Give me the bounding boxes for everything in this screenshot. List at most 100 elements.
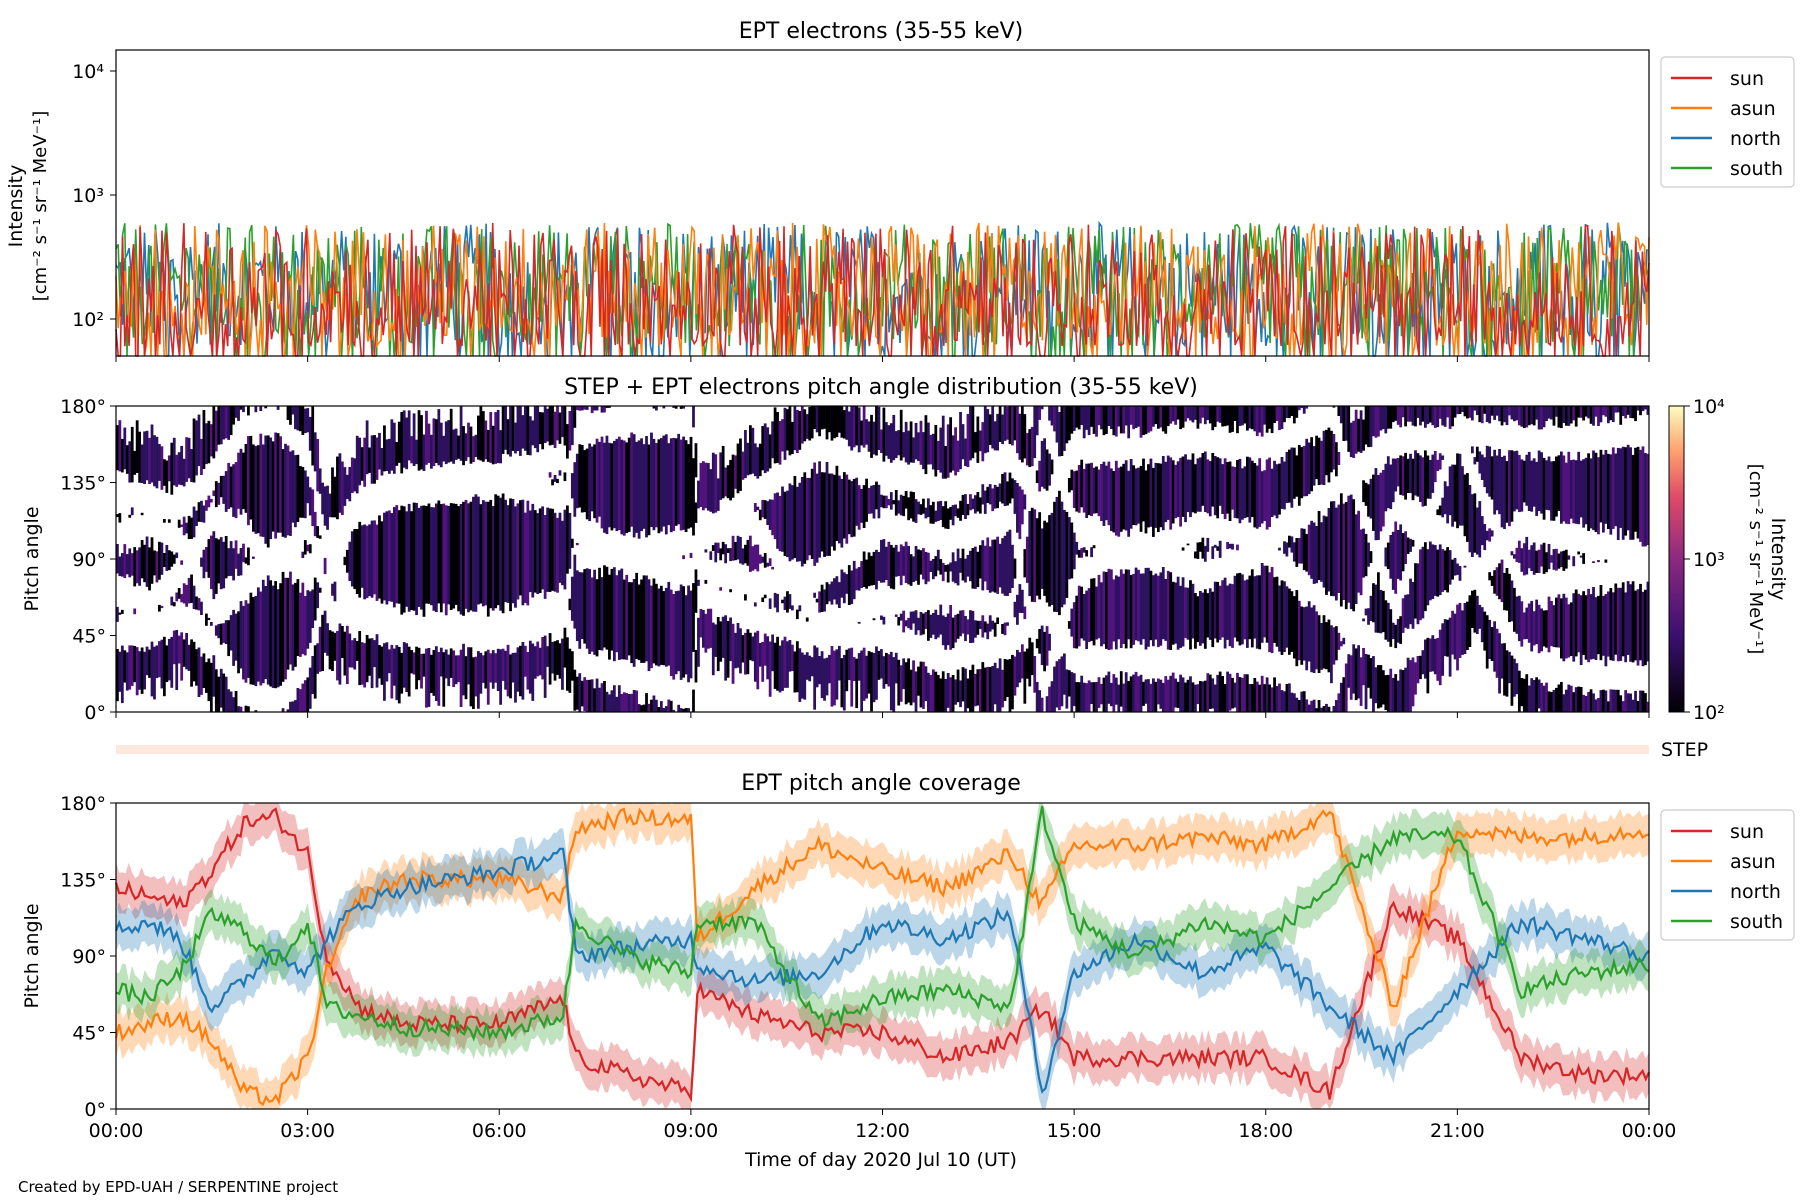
pad-cell (1542, 685, 1546, 712)
pad-cell (1191, 453, 1195, 513)
pad-cell (1490, 575, 1494, 586)
pad-cell (256, 587, 260, 682)
pad-cell (1245, 406, 1249, 431)
pad-cell (234, 691, 238, 712)
pad-cell (1564, 462, 1568, 524)
pad-cell (135, 647, 139, 696)
pad-cell (600, 577, 604, 651)
pad-cell (847, 411, 851, 447)
pad-cell (1085, 406, 1089, 430)
pad-cell (917, 501, 920, 515)
pad-cell (795, 641, 799, 693)
pad-cell (1522, 543, 1526, 576)
pad-cell (1389, 406, 1393, 429)
pad-cell (1067, 478, 1071, 493)
pad-cell (457, 506, 460, 612)
pad-cell (936, 501, 940, 521)
pad-cell (1386, 406, 1390, 429)
pad-cell (1050, 459, 1054, 475)
pad-cell (1515, 406, 1519, 421)
pad-cell (1406, 594, 1410, 629)
pad-cell (392, 648, 396, 686)
pad-cell (543, 406, 547, 443)
pad-cell (1458, 566, 1462, 581)
pad-cell (358, 631, 362, 686)
pad-cell (439, 422, 443, 468)
pad-cell (1513, 554, 1516, 559)
pad-cell (519, 500, 522, 596)
pad-cell (823, 589, 826, 612)
pad-cell (541, 637, 545, 680)
pad-cell (894, 431, 898, 458)
pad-cell (1035, 681, 1039, 712)
pad-cell (1119, 466, 1123, 532)
pad-cell (568, 598, 572, 611)
pad-cell (348, 467, 352, 502)
pad-cell (1555, 687, 1558, 712)
pad-cell (825, 582, 829, 605)
legend-label-asun: asun (1730, 851, 1776, 873)
pad-cell (1384, 406, 1388, 434)
pad-cell (1218, 458, 1222, 506)
pad-cell (1646, 406, 1650, 415)
pad-cell (1606, 701, 1610, 712)
pad-cell (185, 437, 188, 482)
pad-cell (400, 505, 404, 615)
pad-cell (840, 658, 844, 708)
pad-cell (1194, 464, 1197, 514)
pad-cell (175, 630, 179, 690)
pad-cell (1072, 602, 1076, 649)
pad-cell (449, 503, 453, 610)
pad-cell (1337, 632, 1341, 650)
legend-label-north: north (1730, 881, 1781, 903)
pad-cell (538, 647, 542, 676)
pad-cell (748, 535, 752, 572)
pad-cell (1555, 597, 1558, 648)
pad-cell (1040, 625, 1044, 666)
pad-cell (259, 591, 263, 686)
pad-cell (1394, 624, 1398, 649)
pad-cell (927, 610, 930, 641)
pad-cell (1337, 406, 1341, 416)
pad-cell (1305, 406, 1309, 409)
pad-cell (348, 541, 352, 581)
pad-cell (1295, 697, 1299, 712)
pad-cell (259, 433, 263, 537)
pad-cell (897, 500, 901, 514)
pad-cell (328, 493, 332, 518)
pad-cell (731, 535, 735, 561)
pad-cell (209, 498, 213, 503)
pad-cell (860, 561, 864, 588)
pad-cell (904, 491, 908, 509)
pad-cell (884, 495, 888, 509)
pad-cell (1572, 556, 1576, 567)
pad-cell (1364, 608, 1368, 616)
pad-cell (363, 643, 367, 688)
pad-cell (575, 543, 579, 546)
pad-cell (993, 622, 997, 637)
pad-cell (1288, 449, 1291, 503)
pad-cell (237, 553, 240, 576)
pad-cell (1090, 682, 1093, 704)
pad-cell (1114, 460, 1118, 536)
pad-cell (1399, 616, 1403, 644)
pad-cell (1273, 577, 1276, 643)
pad-cell (1535, 406, 1539, 420)
pad-cell (298, 592, 302, 657)
pad-cell (331, 631, 334, 671)
pad-cell (877, 650, 881, 680)
pad-cell (697, 480, 700, 509)
pad-cell (1156, 463, 1160, 533)
pad-cell (118, 651, 122, 692)
pad-cell (1139, 465, 1143, 532)
pad-cell (1475, 507, 1479, 555)
pad-cell (1441, 497, 1445, 518)
pad-cell (595, 678, 599, 712)
pad-cell (1409, 406, 1412, 422)
pad-cell (1258, 575, 1262, 650)
pad-cell (971, 610, 975, 643)
pad-cell (1557, 455, 1561, 511)
pad-cell (1053, 501, 1056, 612)
pad-cell (442, 503, 446, 604)
pad-cell (1517, 406, 1521, 426)
